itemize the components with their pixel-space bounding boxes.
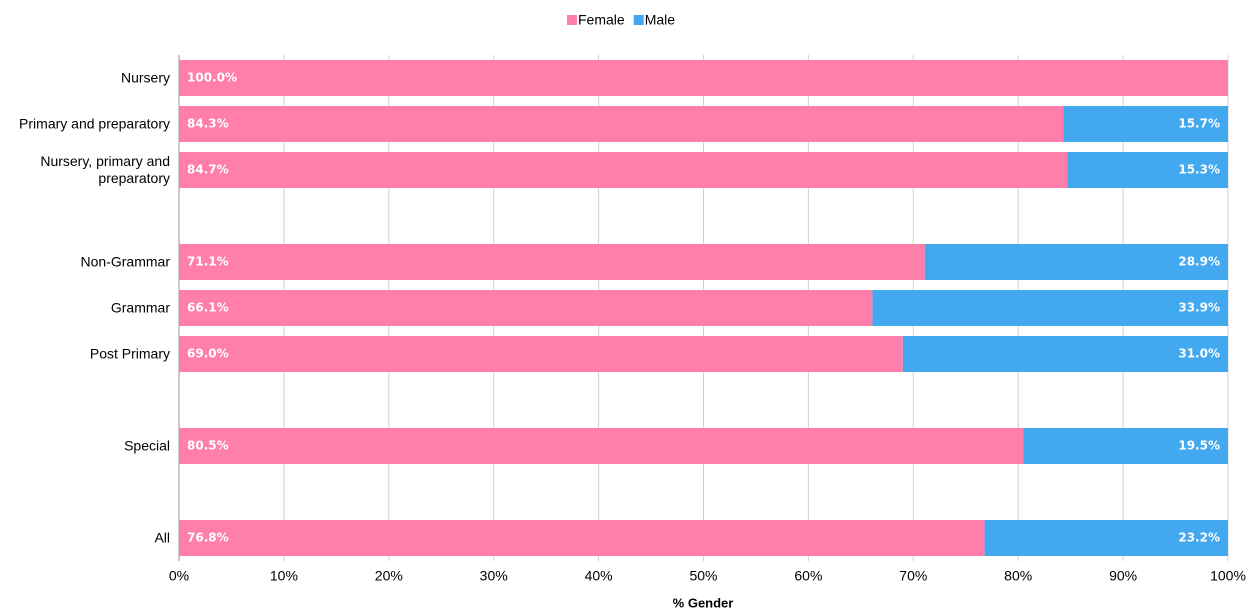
x-tick-label: 70% (899, 568, 927, 584)
value-label: 15.3% (1178, 163, 1220, 177)
bar-segment (179, 336, 903, 372)
value-label: 31.0% (1178, 347, 1220, 361)
legend-swatch (633, 15, 644, 25)
x-tick-label: 100% (1210, 568, 1246, 584)
value-label: 69.0% (187, 347, 229, 361)
y-tick-label: Nursery (120, 69, 170, 86)
bar-segment (179, 520, 985, 556)
x-tick-label: 50% (689, 568, 717, 584)
bar-segment (179, 290, 873, 326)
bar-segment (924, 244, 1228, 280)
bar-segment (872, 290, 1228, 326)
y-tick-label: Nursery, primary and preparatory (40, 153, 170, 186)
legend-label: Male (645, 12, 676, 28)
value-label: 28.9% (1178, 255, 1220, 269)
y-tick-label: Post Primary (89, 345, 170, 362)
value-label: 84.3% (187, 117, 229, 131)
y-tick-label: Primary and preparatory (19, 115, 170, 132)
bar-segment (179, 106, 1064, 142)
legend-swatch (567, 15, 577, 25)
x-tick-label: 40% (585, 568, 613, 584)
bar-segment (179, 244, 925, 280)
value-label: 19.5% (1178, 439, 1220, 453)
x-tick-label: 60% (794, 568, 822, 584)
y-tick-label: All (154, 529, 170, 546)
x-tick-label: 20% (375, 568, 403, 584)
value-label: 23.2% (1178, 531, 1220, 545)
bar-segment (1067, 152, 1228, 188)
x-axis-title: % Gender (673, 595, 734, 610)
x-tick-label: 80% (1004, 568, 1032, 584)
y-tick-label: Non-Grammar (80, 253, 170, 270)
bar-segment (1063, 106, 1228, 142)
x-tick-label: 30% (480, 568, 508, 584)
x-tick-label: 10% (270, 568, 298, 584)
value-label: 76.8% (187, 531, 229, 545)
y-tick-label: Special (124, 437, 170, 454)
bar-segment (179, 60, 1228, 96)
bar-segment (1023, 428, 1228, 464)
legend-label: Female (578, 12, 625, 28)
value-label: 33.9% (1178, 301, 1220, 315)
x-tick-label: 0% (169, 568, 189, 584)
bar-segment (902, 336, 1228, 372)
value-label: 84.7% (187, 163, 229, 177)
value-label: 15.7% (1178, 117, 1220, 131)
value-label: 80.5% (187, 439, 229, 453)
bar-segment (984, 520, 1228, 556)
x-tick-label: 90% (1109, 568, 1137, 584)
bar-segment (179, 428, 1024, 464)
value-label: 100.0% (187, 71, 237, 85)
value-label: 66.1% (187, 301, 229, 315)
bar-segment (179, 152, 1068, 188)
value-label: 71.1% (187, 255, 229, 269)
y-tick-label: Grammar (110, 299, 170, 316)
